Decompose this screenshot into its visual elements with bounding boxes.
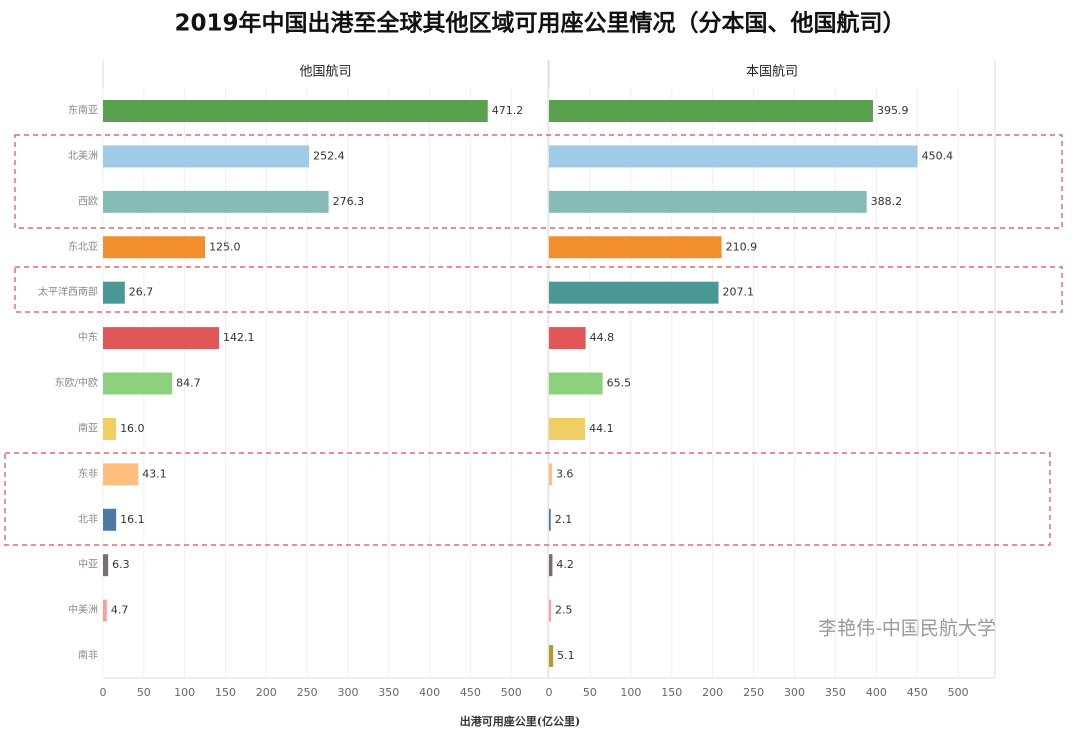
value-label: 2.5: [555, 604, 573, 617]
x-tick-label: 200: [702, 686, 723, 699]
value-label: 2.1: [555, 513, 573, 526]
x-tick-label: 500: [948, 686, 969, 699]
y-tick-label: 中亚: [78, 558, 98, 571]
bar: [103, 372, 173, 395]
x-axis-label: 出港可用座公里(亿公里): [460, 714, 580, 728]
bar: [549, 327, 586, 350]
value-label: 84.7: [176, 377, 201, 390]
x-tick-label: 300: [784, 686, 805, 699]
value-label: 65.5: [607, 377, 632, 390]
highlight-boxes: [4, 134, 1063, 546]
highlight-box: [4, 452, 1051, 546]
x-tick-label: 0: [100, 686, 107, 699]
x-tick-label: 0: [546, 686, 553, 699]
y-tick-label: 北美洲: [68, 149, 98, 162]
x-tick-label: 250: [297, 686, 318, 699]
y-tick-label: 北非: [78, 513, 98, 525]
bar: [103, 190, 329, 213]
x-tick-label: 350: [825, 686, 846, 699]
value-label: 6.3: [112, 558, 130, 571]
watermark: 李艳伟-中国民航大学: [818, 618, 996, 640]
highlight-box: [14, 266, 1063, 313]
bar: [103, 417, 117, 440]
bar: [549, 417, 586, 440]
value-label: 16.0: [120, 422, 144, 435]
x-tick-label: 400: [866, 686, 887, 699]
value-label: 142.1: [223, 331, 255, 344]
value-label: 4.2: [556, 558, 574, 571]
value-label: 125.0: [209, 240, 241, 253]
bar: [549, 372, 603, 395]
bar: [103, 599, 107, 622]
value-label: 207.1: [722, 286, 754, 299]
bar: [549, 554, 553, 577]
x-tick-label: 100: [620, 686, 641, 699]
y-tick-label: 中东: [78, 331, 98, 344]
value-label: 450.4: [922, 149, 954, 162]
value-label: 26.7: [129, 286, 154, 299]
value-label: 43.1: [142, 467, 167, 480]
value-label: 395.9: [877, 104, 909, 117]
value-label: 471.2: [492, 104, 524, 117]
bar: [103, 554, 109, 577]
x-tick-label: 50: [137, 686, 151, 699]
value-label: 3.6: [556, 467, 574, 480]
x-tick-label: 200: [256, 686, 277, 699]
panel-header: 他国航司: [299, 64, 351, 80]
y-tick-label: 东非: [78, 467, 98, 480]
value-label: 210.9: [726, 240, 758, 253]
x-tick-label: 100: [174, 686, 195, 699]
y-tick-label: 东北亚: [68, 240, 98, 253]
y-tick-label: 西欧: [78, 195, 98, 207]
bar: [103, 145, 310, 168]
x-tick-label: 300: [337, 686, 358, 699]
x-tick-label: 500: [501, 686, 522, 699]
bar: [103, 281, 125, 304]
bar: [549, 190, 867, 213]
bar: [103, 508, 117, 531]
value-label: 276.3: [333, 195, 365, 208]
bar: [103, 463, 139, 486]
y-tick-label: 太平洋西南部: [38, 285, 98, 298]
bar: [103, 327, 220, 350]
bar: [549, 100, 873, 122]
value-label: 388.2: [871, 195, 903, 208]
bar: [549, 236, 722, 259]
x-tick-label: 150: [215, 686, 236, 699]
bar: [103, 100, 488, 122]
value-label: 252.4: [313, 149, 345, 162]
y-tick-label: 中美洲: [68, 603, 98, 616]
value-label: 44.1: [589, 422, 614, 435]
y-tick-label: 东欧/中欧: [55, 376, 98, 389]
chart-title: 2019年中国出港至全球其他区域可用座公里情况（分本国、他国航司）: [174, 10, 905, 37]
x-tick-label: 450: [907, 686, 928, 699]
x-tick-label: 150: [661, 686, 682, 699]
y-tick-label: 东南亚: [68, 104, 98, 117]
x-tick-label: 350: [378, 686, 399, 699]
bar: [549, 281, 719, 304]
y-tick-label: 南亚: [78, 421, 98, 434]
bar: [549, 645, 554, 667]
x-tick-label: 400: [419, 686, 440, 699]
x-tick-label: 50: [583, 686, 597, 699]
bar: [549, 145, 918, 168]
y-tick-label: 南非: [78, 649, 98, 662]
bar: [549, 599, 552, 622]
x-tick-label: 450: [460, 686, 481, 699]
bar: [549, 463, 552, 486]
highlight-box: [14, 134, 1063, 229]
value-label: 16.1: [120, 513, 145, 526]
panel-header: 本国航司: [746, 64, 798, 80]
bar: [549, 508, 551, 531]
value-label: 5.1: [557, 649, 575, 662]
value-label: 4.7: [111, 604, 129, 617]
bar: [103, 236, 206, 259]
x-tick-label: 250: [743, 686, 764, 699]
value-label: 44.8: [590, 331, 615, 344]
